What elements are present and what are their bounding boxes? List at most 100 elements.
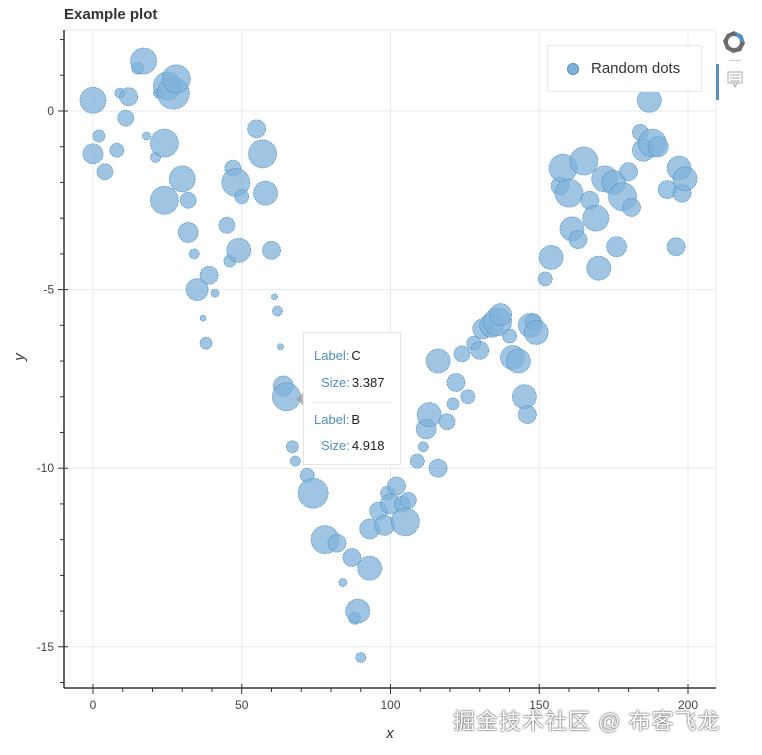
- tooltip-value: B: [351, 412, 361, 427]
- data-point[interactable]: [502, 328, 517, 344]
- toolbar-divider: [729, 60, 741, 61]
- plot-title: Example plot: [64, 6, 158, 23]
- legend-marker-icon: [567, 62, 579, 75]
- data-point[interactable]: [289, 455, 301, 467]
- data-point[interactable]: [149, 185, 179, 215]
- data-point[interactable]: [580, 190, 600, 210]
- data-point[interactable]: [327, 533, 347, 553]
- svg-text:0: 0: [47, 104, 54, 118]
- svg-text:0: 0: [90, 698, 97, 712]
- data-point[interactable]: [425, 348, 451, 374]
- data-point[interactable]: [438, 413, 456, 431]
- data-point[interactable]: [234, 189, 250, 205]
- data-point[interactable]: [79, 86, 107, 114]
- data-point[interactable]: [82, 143, 104, 165]
- svg-text:200: 200: [678, 698, 698, 712]
- data-point[interactable]: [218, 216, 236, 234]
- data-point[interactable]: [161, 64, 191, 94]
- data-point[interactable]: [130, 47, 157, 75]
- data-point[interactable]: [92, 129, 106, 143]
- data-point[interactable]: [446, 397, 460, 411]
- data-point[interactable]: [96, 163, 114, 181]
- data-point[interactable]: [672, 166, 698, 192]
- data-point[interactable]: [417, 441, 429, 453]
- data-point[interactable]: [390, 507, 420, 537]
- tooltip-row-size-2: Size: 4.918: [321, 438, 384, 453]
- data-point[interactable]: [569, 146, 599, 176]
- data-point[interactable]: [199, 265, 219, 285]
- data-point[interactable]: [199, 336, 213, 350]
- data-point[interactable]: [399, 491, 417, 509]
- data-point[interactable]: [179, 191, 197, 209]
- axes: 0 50 100 150 200 0 -5 -10 -15: [37, 30, 716, 712]
- data-point[interactable]: [168, 165, 196, 193]
- data-point[interactable]: [226, 237, 252, 263]
- tooltip-value: C: [351, 348, 361, 363]
- tooltip-key: Label:: [314, 412, 350, 427]
- data-point[interactable]: [416, 402, 442, 428]
- legend: Random dots: [547, 45, 702, 92]
- data-point[interactable]: [199, 314, 207, 322]
- data-point[interactable]: [517, 405, 537, 425]
- data-point[interactable]: [538, 245, 564, 270]
- data-point[interactable]: [355, 652, 367, 663]
- data-point[interactable]: [460, 389, 476, 405]
- data-point[interactable]: [453, 345, 471, 363]
- data-point[interactable]: [247, 119, 267, 139]
- data-point[interactable]: [253, 180, 278, 206]
- data-point[interactable]: [119, 87, 139, 107]
- data-point[interactable]: [177, 222, 199, 243]
- data-point[interactable]: [387, 476, 406, 496]
- data-point[interactable]: [606, 236, 627, 258]
- data-point[interactable]: [338, 578, 348, 587]
- data-point[interactable]: [210, 288, 220, 298]
- data-point[interactable]: [647, 136, 669, 158]
- data-point[interactable]: [262, 240, 281, 260]
- data-point[interactable]: [586, 255, 612, 281]
- data-point[interactable]: [622, 198, 641, 217]
- data-point[interactable]: [511, 384, 537, 410]
- svg-text:150: 150: [529, 698, 549, 712]
- scatter-points: [79, 47, 698, 663]
- svg-text:-15: -15: [37, 640, 55, 654]
- data-point[interactable]: [619, 162, 638, 182]
- tooltip-divider: [312, 402, 392, 403]
- data-point[interactable]: [248, 139, 277, 169]
- data-point[interactable]: [446, 373, 466, 392]
- data-point[interactable]: [568, 230, 588, 249]
- data-point[interactable]: [357, 555, 383, 581]
- data-point[interactable]: [117, 109, 135, 127]
- data-point[interactable]: [470, 340, 490, 360]
- data-point[interactable]: [537, 271, 553, 287]
- data-point[interactable]: [523, 320, 549, 345]
- tooltip-key: Size:: [321, 375, 350, 390]
- watermark: 掘金技术社区 @ 布客飞龙: [453, 709, 721, 734]
- data-point[interactable]: [428, 458, 448, 478]
- data-point[interactable]: [297, 477, 329, 509]
- legend-label: Random dots: [591, 60, 681, 77]
- data-point[interactable]: [271, 293, 278, 301]
- data-point[interactable]: [582, 204, 610, 232]
- data-point[interactable]: [489, 303, 512, 327]
- data-point[interactable]: [188, 248, 200, 260]
- data-point[interactable]: [345, 598, 371, 624]
- data-point[interactable]: [554, 178, 584, 208]
- data-point[interactable]: [506, 348, 531, 374]
- hover-tool-icon[interactable]: [727, 70, 743, 90]
- data-point[interactable]: [185, 278, 209, 302]
- data-point[interactable]: [149, 128, 179, 158]
- data-point[interactable]: [277, 343, 284, 351]
- svg-text:-10: -10: [37, 461, 55, 475]
- hover-tooltip: Label: C Size: 3.387 Label: B Size: 4.918: [303, 332, 401, 465]
- data-point[interactable]: [272, 305, 283, 317]
- data-point[interactable]: [142, 131, 151, 141]
- data-point[interactable]: [409, 453, 425, 469]
- data-point[interactable]: [342, 548, 362, 567]
- data-point[interactable]: [109, 142, 125, 158]
- data-point[interactable]: [380, 493, 401, 515]
- data-point[interactable]: [285, 440, 299, 454]
- tooltip-row-size-1: Size: 3.387: [321, 375, 384, 390]
- data-point[interactable]: [666, 237, 686, 257]
- bokeh-logo-icon[interactable]: [722, 30, 746, 54]
